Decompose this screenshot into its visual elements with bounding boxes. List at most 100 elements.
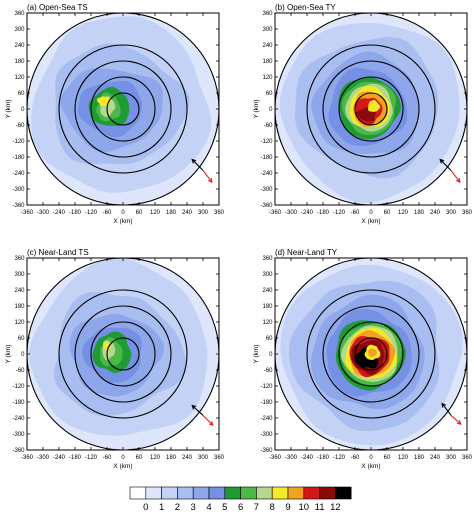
x-tick-label: -300 [37, 210, 50, 216]
x-tick-label: -180 [317, 210, 330, 216]
x-tick-label: 300 [446, 210, 457, 216]
radius-ring-60 [106, 337, 140, 371]
y-tick-label: -120 [12, 384, 25, 390]
y-tick-label: 240 [14, 43, 25, 49]
y-tick-label: -240 [12, 416, 25, 422]
y-axis-label: Y (km) [253, 344, 260, 363]
y-tick-label: 180 [262, 59, 273, 65]
rain-field [27, 258, 219, 450]
rain-level-8 [368, 99, 381, 112]
y-tick-label: -240 [260, 416, 273, 422]
x-axis-label: X (km) [113, 463, 132, 470]
y-tick-label: -60 [16, 368, 25, 374]
y-tick-label: 300 [262, 272, 273, 278]
x-tick-label: -240 [301, 210, 314, 216]
shear-arrow [191, 159, 204, 171]
colorbar-swatch [161, 486, 178, 500]
radius-ring-120 [338, 76, 404, 142]
rain-level-9 [368, 348, 377, 357]
y-tick-label: 240 [14, 288, 25, 294]
motion-arrow [450, 170, 461, 183]
x-tick-label: -360 [269, 210, 282, 216]
radius-ring-60 [106, 92, 140, 126]
colorbar-label: 7 [254, 502, 259, 513]
colorbar-label: 8 [270, 502, 275, 513]
motion-arrow [202, 414, 214, 426]
x-tick-label: 0 [121, 455, 125, 461]
x-tick-label: 360 [462, 210, 473, 216]
colorbar-swatch [224, 486, 241, 500]
motion-arrow-head [208, 421, 214, 426]
x-tick-label: -60 [103, 455, 112, 461]
radius-ring-180 [74, 60, 172, 158]
x-tick-label: 180 [166, 210, 177, 216]
y-tick-label: 360 [262, 11, 273, 17]
x-tick-label: -240 [53, 210, 66, 216]
x-tick-label: -240 [301, 455, 314, 461]
y-tick-label: -300 [12, 432, 25, 438]
x-tick-label: 60 [384, 455, 391, 461]
x-tick-label: 300 [198, 210, 209, 216]
x-tick-label: 120 [150, 210, 161, 216]
x-tick-label: -300 [285, 210, 298, 216]
x-tick-label: 360 [214, 210, 225, 216]
y-tick-label: -360 [12, 448, 25, 454]
motion-arrow [450, 414, 462, 425]
radius-ring-240 [306, 289, 436, 419]
rain-level-8 [103, 342, 111, 350]
y-tick-label: -60 [16, 123, 25, 129]
y-tick-label: -120 [260, 139, 273, 145]
x-tick-label: 240 [182, 210, 193, 216]
x-axis-label: X (km) [361, 218, 380, 225]
y-tick-label: -120 [260, 384, 273, 390]
x-tick-label: -120 [333, 455, 346, 461]
x-tick-label: -120 [333, 210, 346, 216]
colorbar-swatch [145, 486, 162, 500]
radius-ring-180 [74, 305, 172, 403]
x-tick-label: 120 [398, 210, 409, 216]
panel-d: -360-360-300-300-240-240-180-180-120-120… [253, 248, 473, 470]
y-tick-label: 120 [262, 75, 273, 81]
x-tick-label: -300 [37, 455, 50, 461]
colorbar-swatch [240, 486, 257, 500]
y-tick-label: 300 [14, 272, 25, 278]
x-tick-label: -240 [53, 455, 66, 461]
x-tick-label: -360 [21, 210, 34, 216]
colorbar-label: 2 [175, 502, 180, 513]
shear-arrow-head [191, 404, 197, 410]
panel-title: (c) Near-Land TS [27, 248, 89, 257]
shear-arrow-head [441, 402, 447, 408]
radius-ring-120 [90, 321, 156, 387]
y-tick-label: 180 [14, 304, 25, 310]
colorbar-swatch [319, 486, 336, 500]
colorbar: 0 1 2 3 4 5 6 7 8 9 10 11 12 [129, 486, 352, 513]
radius-ring-120 [338, 321, 404, 387]
y-tick-label: 60 [266, 336, 273, 342]
y-tick-label: -360 [260, 203, 273, 209]
y-tick-label: 180 [262, 304, 273, 310]
y-tick-label: 240 [262, 43, 273, 49]
colorbar-swatch [287, 486, 305, 500]
x-tick-label: 60 [136, 210, 143, 216]
panel-title: (d) Near-Land TY [275, 248, 338, 257]
x-tick-label: -60 [351, 455, 360, 461]
y-tick-label: -180 [260, 155, 273, 161]
rain-field [275, 258, 467, 450]
colorbar-swatch [256, 486, 273, 500]
x-tick-label: -360 [269, 455, 282, 461]
colorbar-label: 3 [191, 502, 196, 513]
colorbar-swatch [303, 486, 320, 500]
x-tick-label: 300 [198, 455, 209, 461]
colorbar-label: 9 [285, 502, 290, 513]
colorbar-swatch [192, 486, 210, 500]
radius-ring-60 [354, 92, 388, 126]
colorbar-swatch [208, 486, 226, 500]
x-axis-label: X (km) [361, 463, 380, 470]
y-tick-label: 360 [14, 11, 25, 17]
colorbar-swatch [129, 486, 147, 500]
y-tick-label: -120 [12, 139, 25, 145]
y-tick-label: 120 [262, 320, 273, 326]
x-tick-label: -120 [85, 455, 98, 461]
x-tick-label: 0 [369, 455, 373, 461]
panel-a: -360-360-300-300-240-240-180-180-120-120… [5, 3, 225, 225]
